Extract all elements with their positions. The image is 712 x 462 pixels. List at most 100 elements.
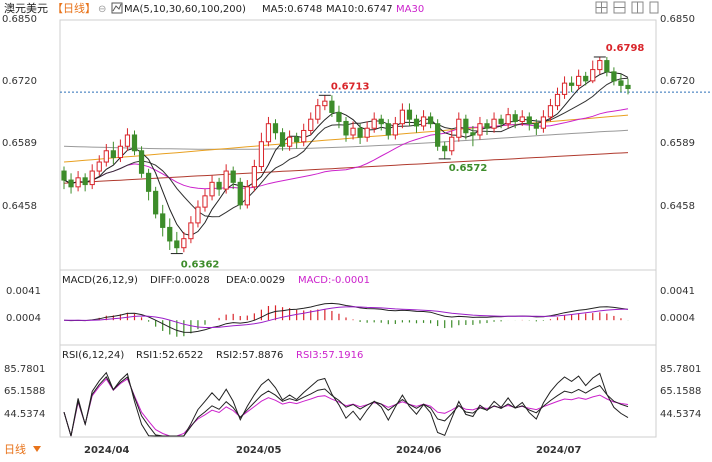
candle-body: [301, 129, 307, 143]
candle-body: [427, 116, 434, 125]
rsi-tick-label: 65.1588: [660, 386, 701, 397]
candle-body: [117, 145, 124, 159]
ma5-line: [63, 71, 629, 237]
candlestick-plot: 0.6798 0.6713 0.6572 0.6362: [60, 43, 712, 271]
candle-body: [463, 118, 469, 134]
candle: [449, 130, 455, 156]
candle: [561, 76, 568, 99]
candle: [491, 112, 497, 133]
date-tick-label: 2024/06: [396, 445, 441, 456]
candle-body: [230, 170, 236, 183]
candle: [435, 119, 441, 151]
candle: [89, 164, 95, 190]
candle: [308, 112, 314, 135]
candle-body: [286, 136, 293, 147]
ma30-label: MA30: [396, 4, 424, 15]
candle: [124, 128, 131, 151]
candle-body: [498, 118, 504, 125]
candle-body: [477, 123, 483, 136]
candle-body: [308, 118, 314, 131]
candle-body: [590, 69, 596, 82]
candle: [301, 123, 307, 147]
candle: [82, 173, 88, 192]
rsi-plot: [63, 371, 629, 437]
macd-tick-label-left: 0.0004: [6, 313, 41, 324]
candle-body: [505, 114, 511, 125]
ma-toggle-icon[interactable]: [111, 2, 123, 14]
candle: [336, 105, 342, 129]
candle-body: [512, 114, 518, 122]
price-tick-label-left: 0.6720: [2, 76, 37, 87]
candle: [442, 141, 448, 159]
rsi-tick-label-left: 44.5374: [4, 409, 45, 420]
candle: [554, 87, 561, 111]
candle: [329, 95, 335, 117]
macd-title: MACD(26,12,9): [62, 275, 138, 286]
candle: [96, 155, 102, 176]
date-tick-label: 2024/04: [84, 445, 129, 456]
candle: [145, 168, 152, 201]
candle: [505, 107, 511, 129]
candle-body: [103, 150, 109, 163]
candle: [117, 139, 124, 163]
settings-circle-icon[interactable]: ⊖: [98, 4, 106, 15]
candle: [406, 103, 413, 126]
candle: [597, 56, 603, 75]
candle: [237, 177, 243, 210]
rsi-tick-label-left: 85.7801: [4, 364, 45, 375]
candle: [216, 177, 222, 196]
candle: [470, 125, 476, 147]
ma-title: MA(5,10,30,60,100,200): [124, 4, 246, 15]
candle: [533, 119, 539, 135]
annotation-label: 0.6713: [331, 81, 370, 92]
candle: [477, 116, 483, 140]
candle: [498, 114, 504, 129]
candle: [512, 110, 518, 129]
price-tick-label-left: 0.6589: [2, 138, 37, 149]
candle-body: [61, 170, 67, 181]
candle-body: [554, 93, 561, 107]
ma10-label: MA10:0.6747: [326, 4, 393, 15]
candle-body: [442, 145, 448, 152]
candle-body: [216, 181, 222, 190]
ma-toggle-glyph-icon: [112, 3, 122, 12]
candle-body: [456, 118, 462, 138]
price-tick-label: 0.6720: [660, 76, 695, 87]
candle: [547, 98, 554, 122]
candle-body: [294, 136, 300, 143]
candle-body: [519, 116, 525, 122]
price-axis-left: 0.6850 0.6720 0.6589 0.6458: [2, 14, 37, 212]
rsi-tick-label: 44.5374: [660, 409, 701, 420]
ma100-line: [63, 129, 629, 150]
candle-body: [561, 82, 568, 95]
candle: [364, 121, 370, 142]
candle-body: [265, 123, 272, 143]
candle-body: [484, 123, 490, 129]
rsi1-label: RSI1:52.6522: [136, 350, 203, 361]
candle-body: [350, 127, 356, 136]
candle-body: [336, 111, 342, 122]
candle-body: [96, 161, 102, 172]
candle-body: [392, 123, 398, 136]
dropdown-arrow-icon[interactable]: [33, 446, 41, 452]
expand-icon[interactable]: [649, 1, 659, 14]
period-tab[interactable]: 日线: [4, 442, 26, 456]
candle: [209, 175, 215, 201]
candle: [519, 110, 525, 126]
rsi3-line: [63, 378, 629, 437]
candle-body: [82, 177, 88, 186]
candle-body: [315, 105, 321, 120]
candle-body: [540, 116, 547, 129]
rsi-tick-label-left: 65.1588: [4, 386, 45, 397]
candle: [590, 60, 596, 84]
candle: [202, 189, 208, 212]
candle: [618, 74, 624, 93]
candle-body: [378, 118, 384, 125]
period-label[interactable]: 【日线】: [52, 1, 96, 15]
candle-body: [491, 118, 497, 129]
candle-body: [533, 123, 539, 129]
candle-body: [145, 172, 152, 192]
annotation-label: 0.6798: [606, 43, 645, 54]
candle: [223, 164, 229, 194]
